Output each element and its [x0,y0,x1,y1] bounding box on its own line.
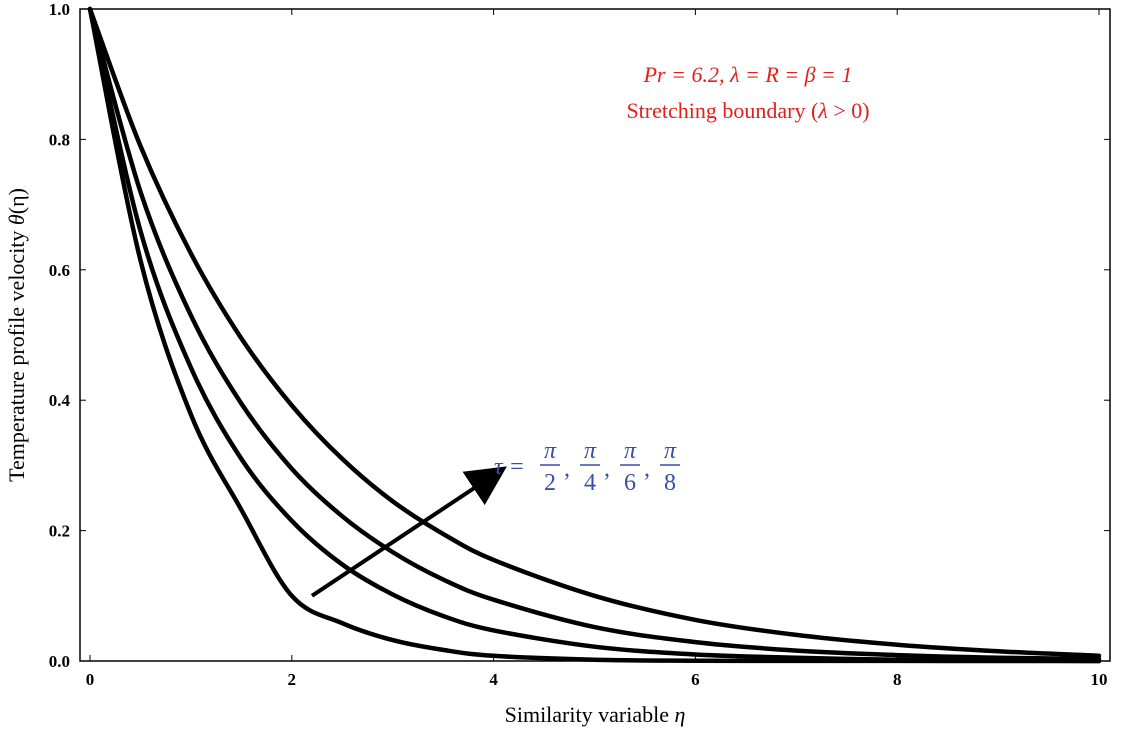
boundary-text: Stretching boundary ( [626,98,818,123]
x-tick-label: 4 [489,670,498,689]
y-tick-label: 0.6 [49,261,70,280]
tau-fraction-3: π 6 , [620,438,650,496]
tau-lhs: τ = [494,454,525,480]
tau-numerator-3: π [624,438,637,464]
y-axis-title-arg: (η) [4,188,29,214]
tau-numerator-1: π [544,438,557,464]
series-line-3 [87,6,1102,662]
tau-separator-1: , [564,456,570,482]
y-ticks: 0.0 0.2 0.4 0.6 0.8 1.0 [49,0,1110,671]
tau-denominator-3: 6 [624,470,636,496]
x-ticks: 0 2 4 6 8 10 [86,9,1108,689]
x-tick-label: 2 [288,670,297,689]
y-tick-label: 0.0 [49,652,70,671]
y-tick-label: 0.4 [49,391,71,410]
tau-denominator-2: 4 [584,470,596,496]
boundary-tail: > 0) [828,98,870,123]
params-annotation: Pr = 6.2, λ = R = β = 1 [643,62,853,87]
x-tick-label: 10 [1091,670,1108,689]
y-tick-label: 0.2 [49,522,70,541]
y-tick-label: 1.0 [49,0,70,19]
x-axis-title-symbol: η [674,702,685,727]
boundary-lambda: λ [817,98,828,123]
x-tick-label: 0 [86,670,95,689]
tau-denominator-4: 8 [664,470,676,496]
y-axis-title-symbol: θ [4,214,29,225]
x-axis-title: Similarity variable η [505,702,686,727]
tau-fraction-1: π 2 , [540,438,570,496]
boundary-annotation: Stretching boundary (λ > 0) [626,98,869,123]
plot-frame [79,8,1111,662]
curves [87,6,1102,664]
tau-separator-2: , [604,456,610,482]
series-line-2 [87,6,1102,664]
tau-arrow [310,466,507,598]
x-axis-title-text: Similarity variable [505,702,675,727]
y-axis-title-text: Temperature profile velocity [4,225,29,482]
series-line-4 [87,6,1102,659]
tau-annotation: τ = π 2 , π 4 , π 6 , π 8 [494,438,680,496]
tau-separator-3: , [644,456,650,482]
tau-numerator-2: π [584,438,597,464]
y-axis-title: Temperature profile velocity θ(η) [4,188,29,482]
tau-numerator-4: π [664,438,677,464]
x-tick-label: 8 [893,670,902,689]
tau-fraction-4: π 8 [660,438,680,496]
tau-fraction-2: π 4 , [580,438,610,496]
y-tick-label: 0.8 [49,130,70,149]
tau-denominator-1: 2 [544,470,556,496]
x-tick-label: 6 [691,670,700,689]
